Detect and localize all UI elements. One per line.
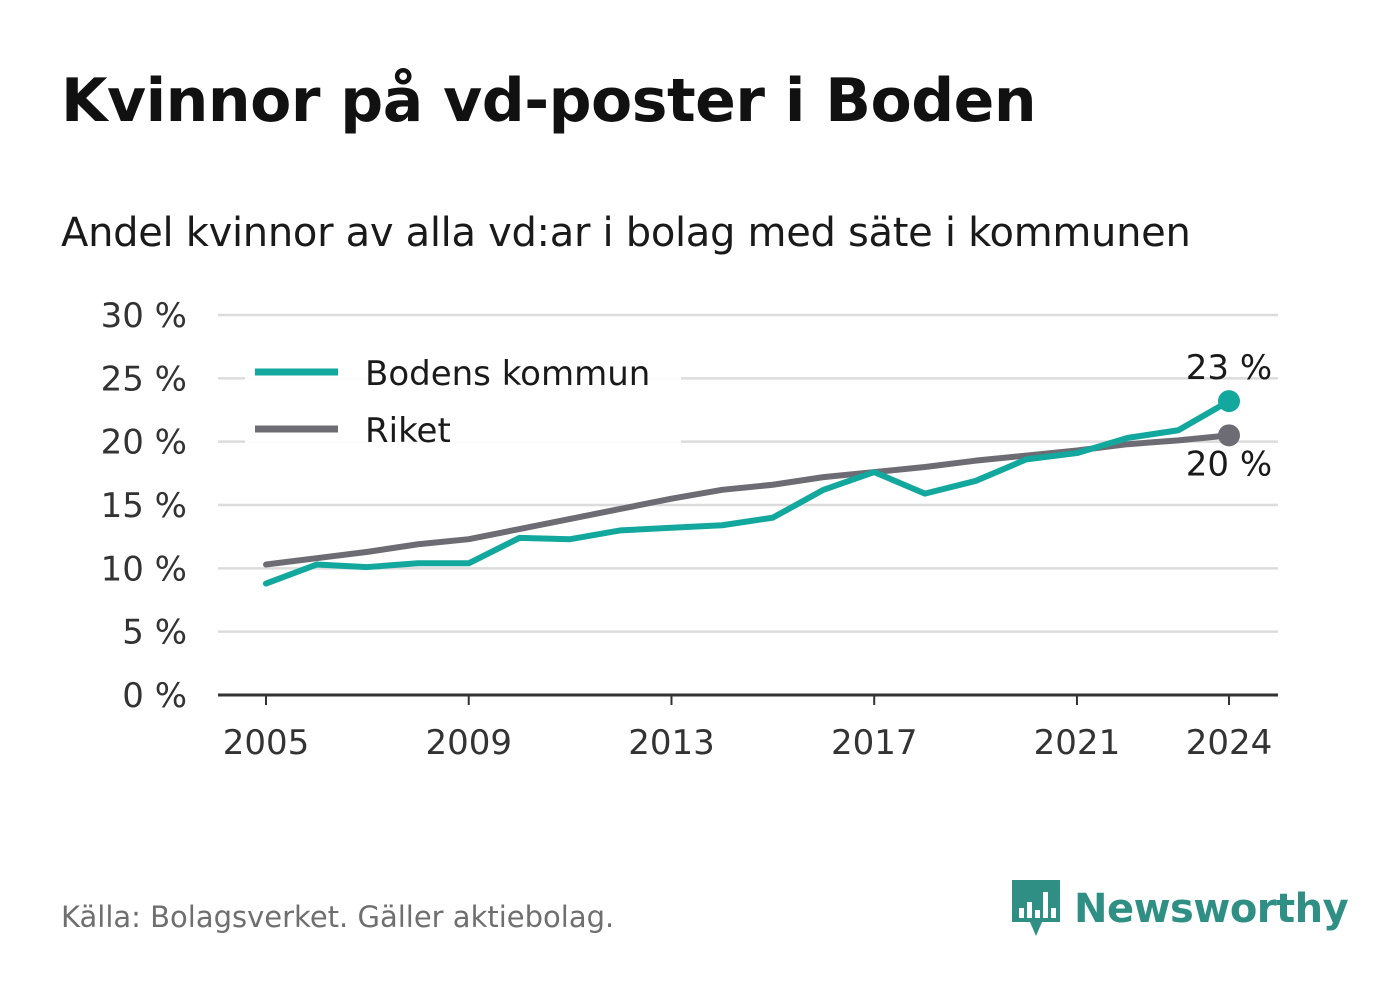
- end-label-boden: 23 %: [1186, 348, 1272, 388]
- y-axis-ticks: 0 % 5 % 10 % 15 % 20 % 25 % 30 %: [101, 296, 187, 716]
- brand-logo[interactable]: Newsworthy: [1010, 878, 1349, 940]
- y-tick-label: 25 %: [101, 359, 187, 399]
- legend-label-boden: Bodens kommun: [365, 354, 650, 394]
- y-tick-label: 10 %: [101, 549, 187, 589]
- series-line-riket: [263, 432, 1232, 568]
- y-tick-label: 5 %: [122, 613, 187, 653]
- y-tick-label: 30 %: [101, 296, 187, 336]
- y-tick-label: 15 %: [101, 486, 187, 526]
- source-note: Källa: Bolagsverket. Gäller aktiebolag.: [61, 900, 615, 934]
- endpoint-marker-riket: [1218, 424, 1240, 447]
- brand-name: Newsworthy: [1074, 886, 1349, 932]
- x-tick-label: 2024: [1186, 723, 1273, 763]
- x-axis-ticks: 2005 2009 2013 2017 2021 2024: [223, 695, 1273, 763]
- y-tick-label: 20 %: [101, 423, 187, 463]
- x-tick-label: 2021: [1034, 723, 1121, 763]
- chart-title: Kvinnor på vd-poster i Boden: [61, 66, 1037, 136]
- x-tick-label: 2013: [628, 723, 715, 763]
- y-tick-label: 0 %: [122, 676, 187, 716]
- x-tick-label: 2009: [425, 723, 512, 763]
- endpoint-marker-boden: [1218, 390, 1240, 413]
- legend: Bodens kommun Riket: [245, 345, 681, 451]
- x-tick-label: 2017: [831, 723, 918, 763]
- series-endpoints: [1218, 390, 1240, 447]
- end-label-riket: 20 %: [1186, 444, 1272, 484]
- series-line-boden: [263, 398, 1232, 587]
- legend-label-riket: Riket: [365, 411, 451, 451]
- x-tick-label: 2005: [223, 723, 310, 763]
- newsworthy-logo-icon: [1012, 880, 1060, 936]
- chart-subtitle: Andel kvinnor av alla vd:ar i bolag med …: [61, 210, 1191, 256]
- series-lines: [263, 398, 1232, 587]
